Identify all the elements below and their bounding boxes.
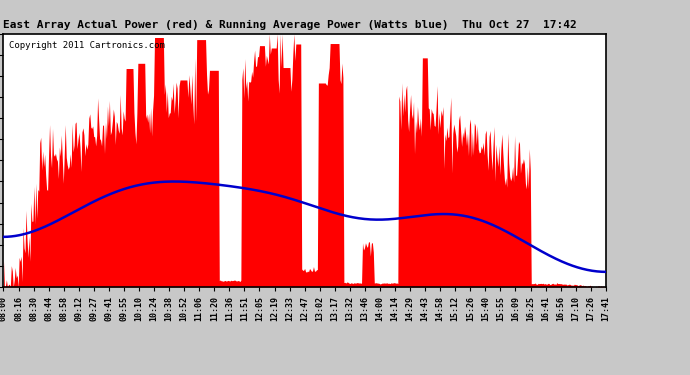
- Text: East Array Actual Power (red) & Running Average Power (Watts blue)  Thu Oct 27  : East Array Actual Power (red) & Running …: [3, 20, 578, 30]
- Text: Copyright 2011 Cartronics.com: Copyright 2011 Cartronics.com: [10, 41, 166, 50]
